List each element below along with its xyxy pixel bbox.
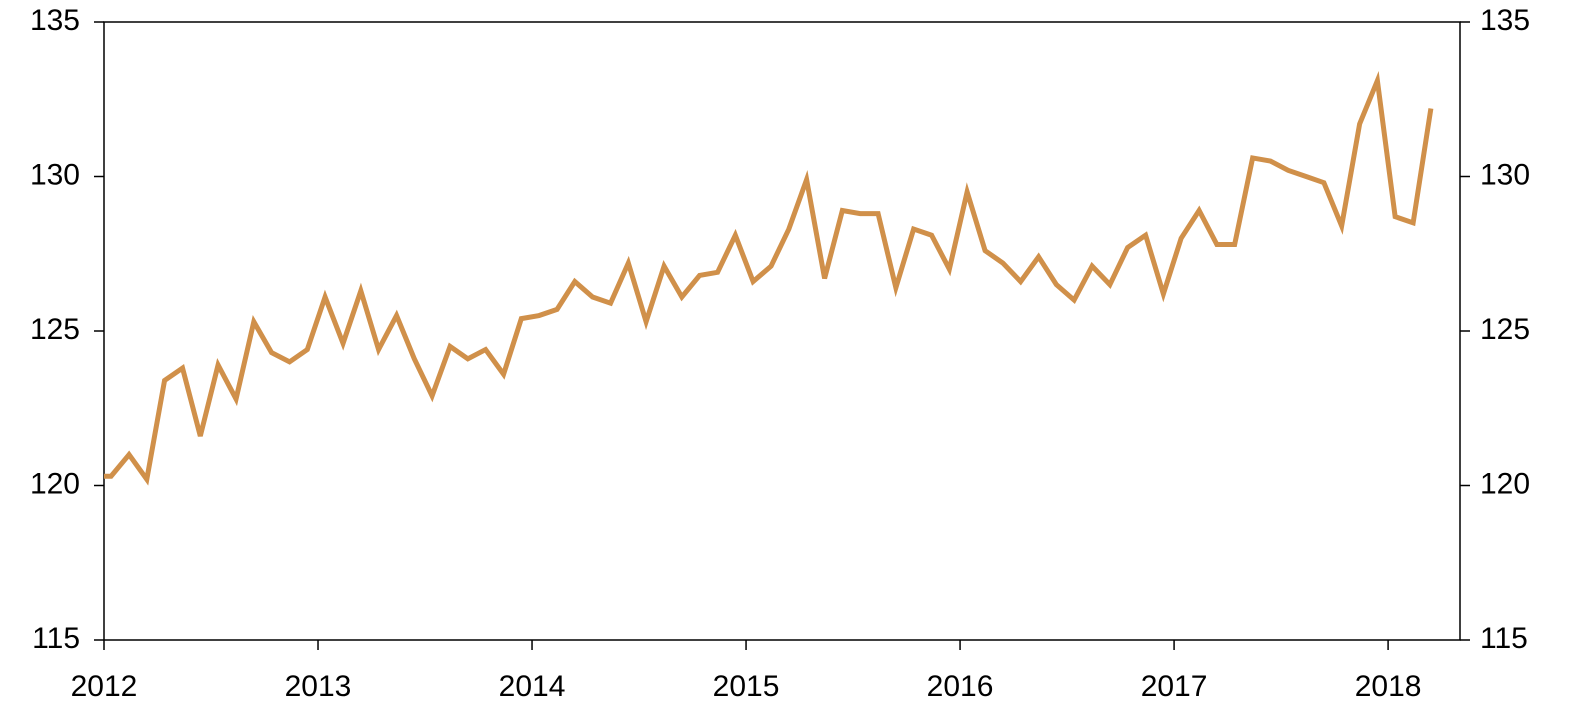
y-tick-label: 130 <box>30 158 80 191</box>
y2-tick-label: 125 <box>1480 313 1530 346</box>
x-tick-label: 2018 <box>1355 670 1422 703</box>
x-tick-label: 2016 <box>927 670 994 703</box>
y2-tick-label: 130 <box>1480 158 1530 191</box>
x-tick-label: 2013 <box>285 670 352 703</box>
y-tick-label: 125 <box>30 313 80 346</box>
y-tick-label: 135 <box>30 4 80 37</box>
y2-tick-label: 115 <box>1480 622 1528 655</box>
data-line <box>104 71 1434 486</box>
x-tick-label: 2014 <box>499 670 566 703</box>
y2-tick-label: 135 <box>1480 4 1530 37</box>
x-tick-label: 2015 <box>713 670 780 703</box>
plot-frame <box>103 21 1461 641</box>
x-tick-label: 2017 <box>1141 670 1208 703</box>
y2-tick-label: 120 <box>1480 467 1530 500</box>
x-tick-label: 2012 <box>71 670 138 703</box>
y-tick-label: 120 <box>30 467 80 500</box>
y-tick-label: 115 <box>32 622 80 655</box>
